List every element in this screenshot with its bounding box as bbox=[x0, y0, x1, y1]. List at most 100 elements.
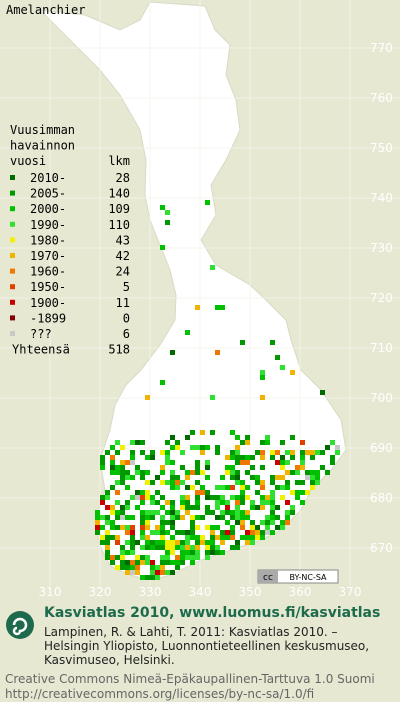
x-grid-label: 340 bbox=[189, 585, 212, 599]
y-grid-label: 710 bbox=[370, 341, 393, 355]
observation-square bbox=[195, 470, 200, 475]
observation-square bbox=[125, 570, 130, 575]
observation-square bbox=[125, 530, 130, 535]
observation-square bbox=[295, 465, 300, 470]
observation-square bbox=[115, 500, 120, 505]
observation-square bbox=[255, 475, 260, 480]
observation-square bbox=[125, 565, 130, 570]
observation-square bbox=[140, 450, 145, 455]
observation-square bbox=[160, 450, 165, 455]
observation-square bbox=[175, 440, 180, 445]
legend-swatch bbox=[10, 253, 15, 258]
observation-square bbox=[195, 515, 200, 520]
observation-square bbox=[230, 530, 235, 535]
observation-square bbox=[215, 515, 220, 520]
observation-square bbox=[160, 560, 165, 565]
observation-square bbox=[190, 520, 195, 525]
observation-square bbox=[100, 495, 105, 500]
observation-square bbox=[130, 540, 135, 545]
legend-count: 6 bbox=[123, 327, 130, 341]
observation-square bbox=[220, 540, 225, 545]
observation-square bbox=[205, 545, 210, 550]
observation-square bbox=[160, 525, 165, 530]
observation-square bbox=[255, 505, 260, 510]
observation-square bbox=[165, 210, 170, 215]
observation-square bbox=[155, 510, 160, 515]
observation-square bbox=[280, 520, 285, 525]
observation-square bbox=[310, 470, 315, 475]
observation-square bbox=[120, 555, 125, 560]
observation-square bbox=[140, 440, 145, 445]
legend-label: 1990- bbox=[30, 218, 66, 232]
observation-square bbox=[245, 530, 250, 535]
observation-square bbox=[280, 475, 285, 480]
observation-square bbox=[290, 510, 295, 515]
observation-square bbox=[165, 540, 170, 545]
observation-square bbox=[250, 520, 255, 525]
observation-square bbox=[125, 540, 130, 545]
observation-square bbox=[295, 495, 300, 500]
observation-square bbox=[285, 515, 290, 520]
observation-square bbox=[275, 485, 280, 490]
observation-square bbox=[195, 445, 200, 450]
observation-square bbox=[300, 455, 305, 460]
observation-square bbox=[235, 500, 240, 505]
observation-square bbox=[155, 545, 160, 550]
observation-square bbox=[165, 450, 170, 455]
observation-square bbox=[100, 465, 105, 470]
observation-square bbox=[245, 495, 250, 500]
observation-square bbox=[110, 560, 115, 565]
observation-square bbox=[125, 485, 130, 490]
observation-square bbox=[105, 530, 110, 535]
observation-square bbox=[250, 505, 255, 510]
observation-square bbox=[270, 455, 275, 460]
observation-square bbox=[130, 460, 135, 465]
observation-square bbox=[140, 495, 145, 500]
observation-square bbox=[220, 495, 225, 500]
observation-square bbox=[105, 495, 110, 500]
observation-square bbox=[145, 560, 150, 565]
observation-square bbox=[210, 510, 215, 515]
observation-square bbox=[185, 475, 190, 480]
observation-square bbox=[230, 535, 235, 540]
observation-square bbox=[165, 520, 170, 525]
observation-square bbox=[260, 535, 265, 540]
observation-square bbox=[170, 535, 175, 540]
observation-square bbox=[215, 545, 220, 550]
observation-square bbox=[210, 265, 215, 270]
observation-square bbox=[145, 515, 150, 520]
observation-square bbox=[170, 445, 175, 450]
observation-square bbox=[280, 365, 285, 370]
observation-square bbox=[230, 510, 235, 515]
observation-square bbox=[210, 430, 215, 435]
observation-square bbox=[190, 525, 195, 530]
observation-square bbox=[195, 465, 200, 470]
observation-square bbox=[110, 510, 115, 515]
legend-label: ??? bbox=[30, 327, 52, 341]
observation-square bbox=[300, 500, 305, 505]
x-grid-label: 370 bbox=[339, 585, 362, 599]
observation-square bbox=[235, 495, 240, 500]
observation-square bbox=[270, 475, 275, 480]
species-title: Amelanchier bbox=[6, 3, 85, 17]
legend-swatch bbox=[10, 331, 15, 336]
observation-square bbox=[305, 475, 310, 480]
observation-square bbox=[110, 505, 115, 510]
observation-square bbox=[115, 450, 120, 455]
observation-square bbox=[165, 220, 170, 225]
observation-square bbox=[175, 555, 180, 560]
legend-label: 1970- bbox=[30, 249, 66, 263]
observation-square bbox=[135, 560, 140, 565]
observation-square bbox=[140, 535, 145, 540]
observation-square bbox=[165, 555, 170, 560]
observation-square bbox=[160, 520, 165, 525]
observation-square bbox=[230, 465, 235, 470]
observation-square bbox=[200, 450, 205, 455]
observation-square bbox=[110, 485, 115, 490]
observation-square bbox=[235, 460, 240, 465]
observation-square bbox=[145, 510, 150, 515]
observation-square bbox=[295, 490, 300, 495]
observation-square bbox=[110, 445, 115, 450]
observation-square bbox=[215, 350, 220, 355]
observation-square bbox=[150, 495, 155, 500]
